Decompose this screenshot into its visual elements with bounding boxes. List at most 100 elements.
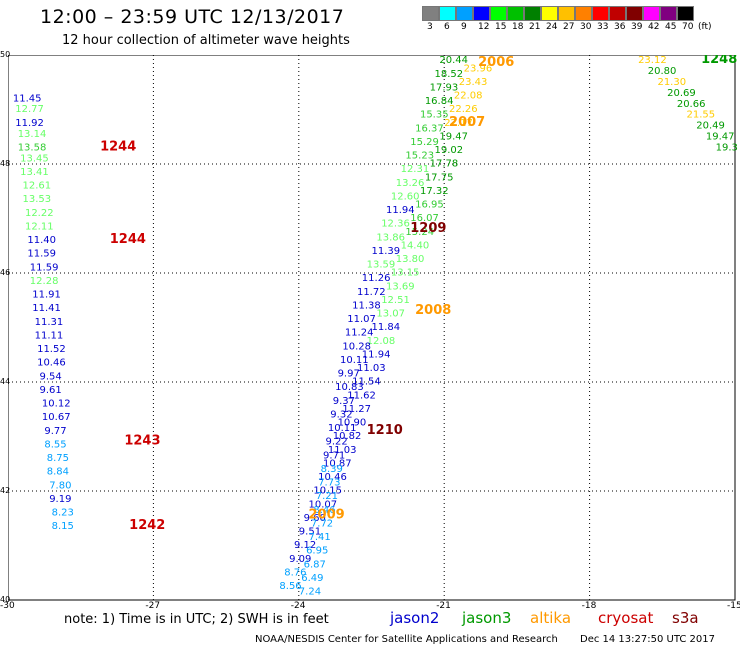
legend-label: 15 [495,22,507,32]
legend-swatch [677,6,694,21]
wave-height-value: 13.69 [386,281,415,292]
x-tick-label: -30 [0,601,15,611]
wave-height-value: 15.23 [405,151,434,162]
pass-time-label: 1244 [100,139,136,154]
wave-height-value: 10.67 [42,412,71,423]
wave-height-value: 10.12 [42,399,71,410]
wave-height-value: 13.80 [396,254,425,265]
wave-height-value: 23.43 [459,77,488,88]
satellite-label-altika: altika [530,609,572,627]
legend-label: 70 [682,22,694,32]
wave-height-value: 8.84 [47,467,69,478]
wave-height-value: 11.52 [37,344,66,355]
wave-height-value: 20.44 [439,55,468,66]
wave-height-value: 12.77 [15,104,44,115]
wave-height-value: 9.97 [338,369,360,380]
legend-label: 27 [563,22,575,32]
legend-swatch [490,6,507,21]
legend-label: 30 [580,22,592,32]
wave-height-value: 11.39 [372,246,401,257]
legend-swatch [456,6,473,21]
wave-height-value: 11.62 [347,390,376,401]
wave-height-value: 16.07 [410,213,439,224]
wave-height-value: 18.52 [435,69,464,80]
pass-time-label: 2008 [415,303,451,318]
wave-height-value: 17.93 [430,82,459,93]
legend-label: 18 [512,22,524,32]
wave-height-value: 13.14 [18,129,47,140]
x-tick-label: -15 [727,601,740,611]
wave-height-value: 11.59 [27,249,56,260]
legend-swatch [422,6,439,21]
subtitle: 12 hour collection of altimeter wave hei… [62,33,350,48]
wave-height-value: 9.51 [299,527,321,538]
legend-label: 6 [444,22,450,32]
legend-label: 42 [648,22,660,32]
satellite-label-jason2: jason2 [390,609,440,627]
wave-height-value: 17.78 [430,159,459,170]
wave-height-value: 11.24 [345,328,374,339]
wave-height-value: 23.12 [638,55,667,66]
wave-height-value: 11.91 [32,290,61,301]
wave-height-value: 11.40 [27,235,56,246]
wave-height-value: 22.08 [454,91,483,102]
wave-height-value: 19.3 [716,142,738,153]
wave-height-value: 12.22 [25,208,54,219]
wave-height-value: 7.21 [316,491,338,502]
wave-height-value: 15.29 [410,137,439,148]
legend-unit: (ft) [698,22,712,32]
wave-height-value: 9.09 [289,554,311,565]
x-tick-label: -18 [581,601,597,611]
wave-height-value: 8.55 [44,439,66,450]
wave-height-value: 20.66 [677,99,706,110]
wave-height-value: 8.56 [279,581,301,592]
wave-height-value: 10.07 [308,499,337,510]
wave-height-value: 13.26 [396,178,425,189]
wave-height-value: 12.08 [367,336,396,347]
pass-time-label: 1244 [110,232,146,247]
legend-swatch [473,6,490,21]
legend-swatch [660,6,677,21]
wave-height-value: 13.15 [391,268,420,279]
legend-label: 45 [665,22,677,32]
wave-height-value: 9.19 [49,494,71,505]
wave-height-value: 13.45 [20,153,49,164]
wave-height-value: 13.59 [367,260,396,271]
wave-height-value: 10.46 [37,358,66,369]
pass-time-label: 2007 [449,115,485,130]
wave-height-value: 10.11 [340,355,369,366]
y-tick-label: 44 [0,377,11,386]
wave-height-value: 20.80 [648,66,677,77]
y-tick-label: 46 [0,268,11,277]
wave-height-value: 16.37 [415,123,444,134]
wave-height-value: 11.26 [362,273,391,284]
wave-height-value: 20.49 [696,121,725,132]
wave-height-value: 12.61 [23,181,52,192]
wave-height-value: 8.75 [47,453,69,464]
wave-height-value: 11.03 [357,363,386,374]
wave-height-value: 11.31 [35,317,64,328]
wave-height-value: 21.55 [687,110,716,121]
wave-height-value: 13.53 [23,194,52,205]
wave-height-value: 7.73 [318,478,340,489]
wave-height-value: 12.11 [25,221,54,232]
wave-height-value: 10.87 [323,458,352,469]
wave-height-value: 8.76 [284,567,306,578]
wave-height-value: 8.39 [321,464,343,475]
pass-time-label: 1210 [367,423,403,438]
pass-time-label: 1243 [124,434,160,449]
wave-height-value: 16.95 [415,200,444,211]
grid-lines [8,55,735,600]
wave-height-value: 12.51 [381,295,410,306]
wave-height-value: 22.17 [444,118,473,129]
wave-height-value: 10.15 [313,486,342,497]
legend-swatch [439,6,456,21]
wave-height-value: 6.49 [301,573,323,584]
wave-height-value: 9.71 [323,450,345,461]
legend-label: 12 [478,22,490,32]
wave-height-value: 20.69 [667,88,696,99]
wave-height-value: 7.41 [308,532,330,543]
legend-label: 24 [546,22,558,32]
x-tick-label: -27 [145,601,161,611]
footer-timestamp: Dec 14 13:27:50 UTC 2017 [580,634,715,645]
